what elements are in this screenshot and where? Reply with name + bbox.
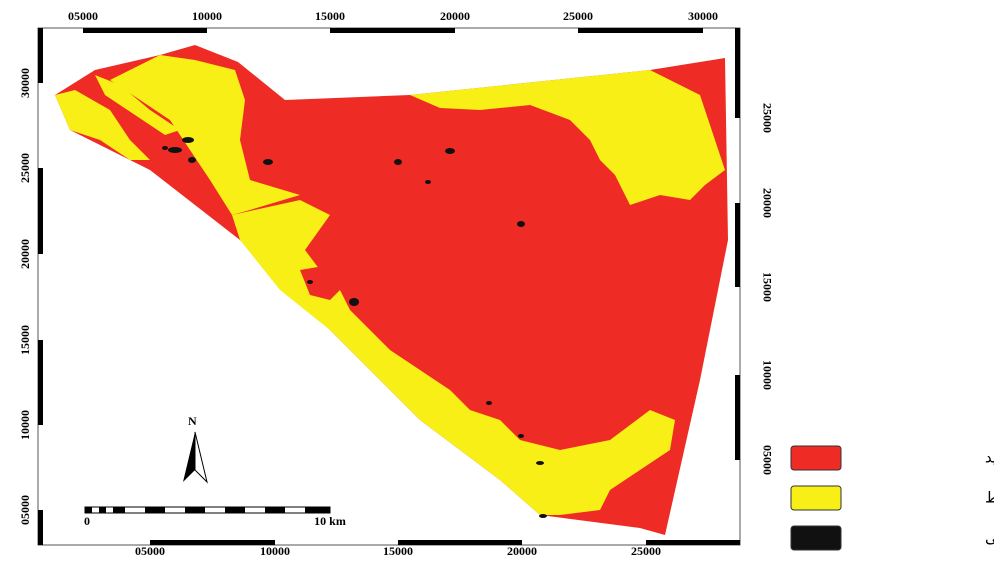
top-coord-label: 30000 xyxy=(688,9,718,23)
bottom-coord-label: 10000 xyxy=(260,544,290,558)
severe-patch xyxy=(300,265,345,300)
north-arrow xyxy=(183,432,195,482)
frame-bar xyxy=(150,540,275,545)
frame-bar xyxy=(646,540,740,545)
frame-bar xyxy=(83,28,207,33)
legend-swatch xyxy=(790,485,842,511)
frame-bar xyxy=(398,540,522,545)
left-coord-label: 05000 xyxy=(18,495,32,525)
frame-bar xyxy=(735,28,740,118)
settlement xyxy=(168,147,182,153)
settlement xyxy=(349,298,359,306)
frame-bar xyxy=(330,28,455,33)
settlement xyxy=(188,157,196,163)
right-coord-label: 10000 xyxy=(760,360,774,390)
top-coord-label: 25000 xyxy=(563,9,593,23)
legend-label: منطقه مسکونی xyxy=(985,529,994,547)
moderate-zone xyxy=(95,75,180,135)
scale-segment xyxy=(85,507,92,513)
bottom-coord-label: 25000 xyxy=(631,544,661,558)
moderate-zone xyxy=(110,55,300,215)
settlement xyxy=(536,461,544,465)
scale-segment xyxy=(99,507,106,513)
frame-bar xyxy=(38,28,43,83)
scale-segment xyxy=(225,507,245,513)
scale-segment xyxy=(305,507,330,513)
settlement xyxy=(307,280,313,284)
frame-bar xyxy=(38,510,43,545)
settlement xyxy=(517,221,525,227)
scale-end: 10 km xyxy=(314,514,346,528)
settlement xyxy=(425,180,431,184)
moderate-zone xyxy=(55,90,150,160)
scale-segment xyxy=(265,507,285,513)
north-label: N xyxy=(188,414,197,428)
right-coord-label: 25000 xyxy=(760,103,774,133)
top-coord-label: 15000 xyxy=(315,9,345,23)
frame-bar xyxy=(38,168,43,254)
settlement xyxy=(263,159,273,165)
scale-segment xyxy=(185,507,205,513)
left-coord-label: 30000 xyxy=(18,68,32,98)
north-arrow xyxy=(194,431,208,484)
scale-start: 0 xyxy=(84,514,90,528)
top-coord-label: 10000 xyxy=(192,9,222,23)
scale-segment xyxy=(113,507,125,513)
legend-swatch xyxy=(790,445,842,471)
frame-bar xyxy=(38,340,43,425)
settlement xyxy=(486,401,492,405)
left-coord-label: 15000 xyxy=(18,325,32,355)
legend-label: کلاس متوسط xyxy=(985,489,994,507)
settlement xyxy=(394,159,402,165)
top-coord-label: 20000 xyxy=(440,9,470,23)
left-coord-label: 20000 xyxy=(18,239,32,269)
scale-bar xyxy=(84,506,331,514)
bottom-coord-label: 20000 xyxy=(507,544,537,558)
settlement xyxy=(539,514,547,518)
frame-bar xyxy=(735,375,740,460)
frame-bar xyxy=(735,203,740,287)
settlement xyxy=(518,434,524,438)
left-coord-label: 10000 xyxy=(18,410,32,440)
frame-bars xyxy=(38,28,740,545)
moderate-zone xyxy=(232,200,675,515)
right-coord-label: 15000 xyxy=(760,272,774,302)
frame-bar xyxy=(578,28,703,33)
bottom-coord-label: 15000 xyxy=(383,544,413,558)
right-coord-label: 20000 xyxy=(760,188,774,218)
scale-segment xyxy=(145,507,165,513)
settlement xyxy=(162,146,168,150)
moderate-zone xyxy=(410,70,725,205)
legend-label: کلاس شدید xyxy=(985,449,994,467)
legend-swatch xyxy=(790,525,842,551)
left-coord-label: 25000 xyxy=(18,153,32,183)
settlements xyxy=(162,137,547,518)
settlement xyxy=(182,137,194,143)
top-coord-label: 05000 xyxy=(68,9,98,23)
right-coord-label: 05000 xyxy=(760,445,774,475)
settlement xyxy=(445,148,455,154)
bottom-coord-label: 05000 xyxy=(135,544,165,558)
